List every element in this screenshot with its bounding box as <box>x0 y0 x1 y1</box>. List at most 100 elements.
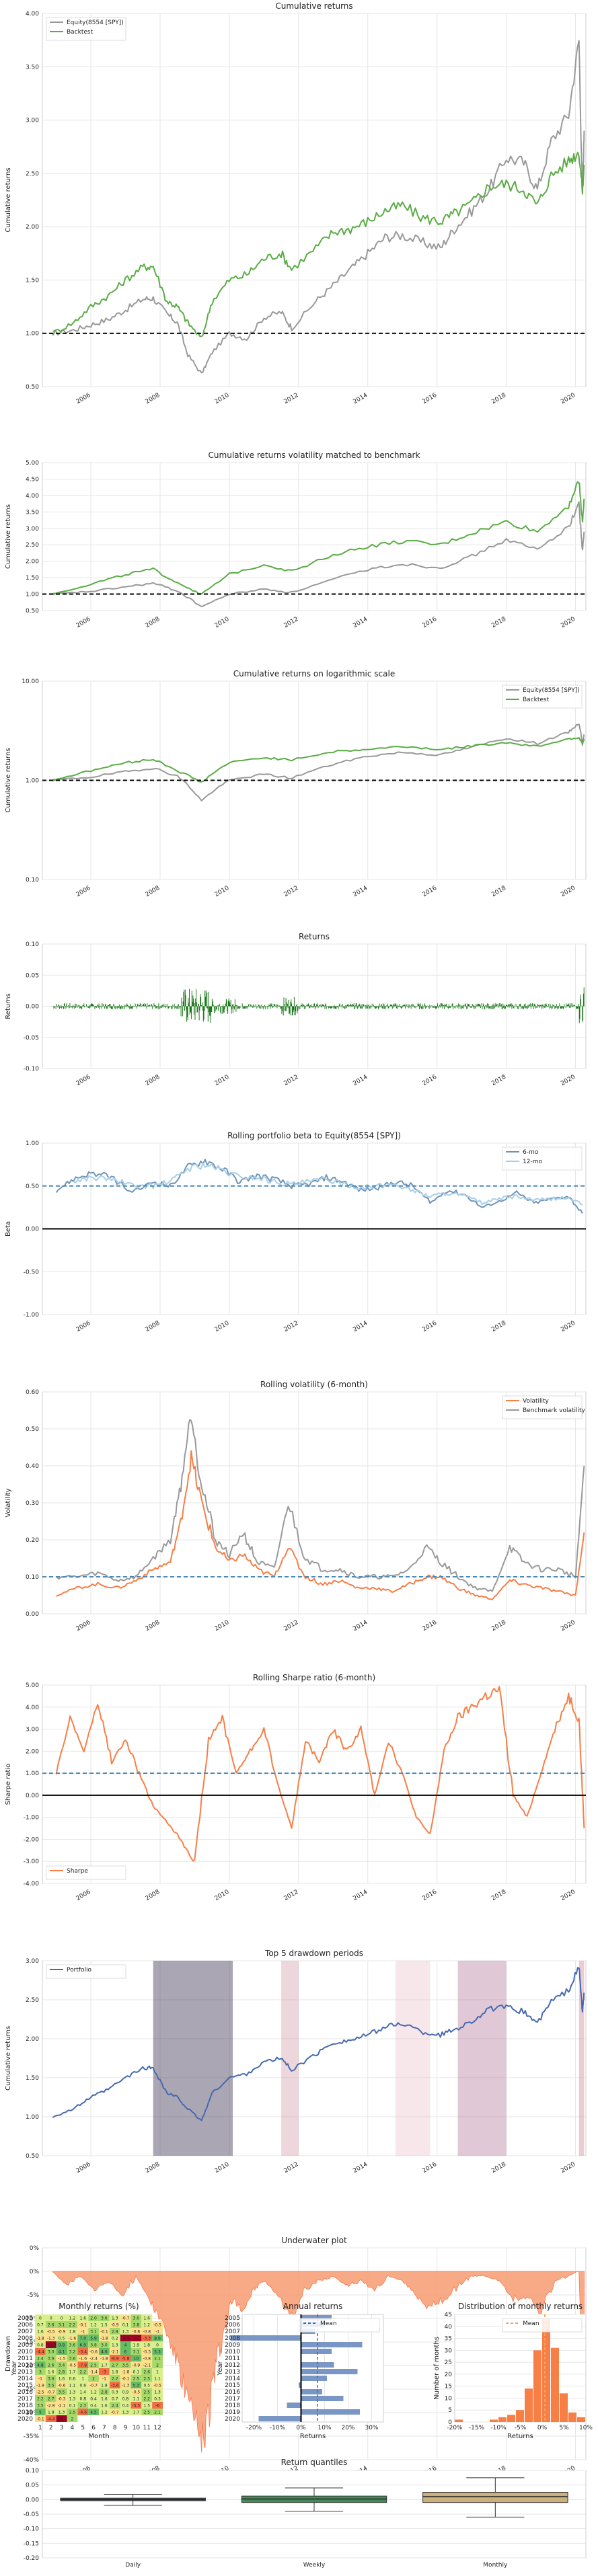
heatmap-cell <box>120 2348 131 2355</box>
y-tick-label: 4.50 <box>26 476 39 483</box>
x-tick-label: 2016 <box>421 885 438 898</box>
heatmap-cell-label: 8.6 <box>154 2337 161 2341</box>
y-axis-label: Volatility <box>5 1488 12 1517</box>
heatmap-cell-label: 3.8 <box>90 2343 97 2348</box>
annual-bar <box>301 2369 358 2374</box>
heatmap-cell <box>67 2314 78 2321</box>
heatmap-cell-label: 1.6 <box>101 2397 108 2402</box>
x-tick-label: 2018 <box>490 1320 507 1333</box>
heatmap-cell <box>141 2348 153 2355</box>
heatmap-cell-label: -1 <box>102 2377 106 2382</box>
year-label: 2019 <box>225 2409 240 2416</box>
heatmap-cell-label: -1.3 <box>122 2384 130 2388</box>
heatmap-cell <box>56 2321 67 2328</box>
x-tick-label: 0% <box>296 2425 306 2431</box>
heatmap-cell <box>67 2335 78 2341</box>
y-tick-label: -10% <box>24 2316 40 2323</box>
year-label: 2011 <box>17 2355 33 2362</box>
series-line-1 <box>55 1419 585 1592</box>
y-axis-label: Sharpe ratio <box>5 1764 12 1805</box>
heatmap-cell <box>152 2388 163 2395</box>
x-tick-label: 2016 <box>421 1320 438 1333</box>
heatmap-cell-label: 3.4 <box>59 2364 65 2368</box>
chart-12: Return quantiles -0.20 -0.15 -0.10 -0.05 0.00… <box>24 2458 587 2569</box>
heatmap-cell-label: -0.8 <box>133 2330 141 2335</box>
heatmap-cell-label: 0.3 <box>154 2397 161 2402</box>
heatmap-cell <box>141 2409 153 2415</box>
x-tick-label: 2016 <box>421 392 438 405</box>
heatmap-cell <box>35 2321 46 2328</box>
y-tick-label: 35 <box>445 2336 452 2343</box>
heatmap-cell-label: 2.2 <box>69 2323 76 2328</box>
heatmap-cell <box>67 2341 78 2348</box>
legend-label: Benchmark volatility <box>523 1407 586 1414</box>
heatmap-cell <box>99 2328 110 2335</box>
heatmap-cell <box>120 2409 131 2415</box>
legend-label: Backtest <box>67 29 94 36</box>
month-label: 1 <box>38 2425 42 2431</box>
histogram-bar <box>490 2419 498 2422</box>
y-tick-label: -15% <box>24 2339 40 2346</box>
heatmap-cell <box>109 2375 120 2382</box>
heatmap-cell-label: -1.4 <box>89 2370 98 2375</box>
heatmap-cell <box>35 2415 46 2422</box>
y-tick-label: -0.05 <box>24 1035 39 1042</box>
returns-trace <box>52 987 585 1023</box>
series-line-1 <box>52 151 585 338</box>
heatmap-cell <box>67 2402 78 2409</box>
x-tick-label: 2012 <box>283 1320 300 1333</box>
year-label: 2012 <box>225 2362 240 2369</box>
heatmap-cell-label: 1.6 <box>143 2316 150 2321</box>
heatmap-cell <box>56 2348 67 2355</box>
month-label: 2 <box>49 2425 53 2431</box>
heatmap-cell-label: 0.4 <box>90 2397 97 2402</box>
y-tick-label: 1.00 <box>26 2114 39 2121</box>
annual-bar <box>287 2403 301 2408</box>
heatmap-cell-label: -3.3 <box>143 2337 151 2341</box>
y-tick-label: 4.00 <box>26 11 39 17</box>
heatmap-cell <box>35 2402 46 2409</box>
heatmap-cell-label: 0.6 <box>79 2384 86 2388</box>
year-label: 2011 <box>225 2355 240 2362</box>
heatmap-cell-label: 5.3 <box>154 2350 161 2355</box>
heatmap-cell <box>152 2382 163 2388</box>
heatmap-cell <box>141 2402 153 2409</box>
heatmap-cell <box>130 2335 142 2341</box>
year-label: 2014 <box>225 2376 240 2382</box>
x-tick-label: 2016 <box>421 1889 438 1902</box>
heatmap-cell <box>56 2409 67 2415</box>
heatmap-cell <box>88 2388 99 2395</box>
heatmap-cell-label: -1.5 <box>58 2357 66 2362</box>
heatmap-cell-label: 1.2 <box>143 2323 150 2328</box>
heatmap-cell-label: 1.7 <box>69 2370 76 2375</box>
x-tick-label: 2014 <box>352 1619 369 1633</box>
y-tick-label: 4.00 <box>26 493 39 500</box>
y-tick-label: 30 <box>445 2347 453 2354</box>
month-label: 9 <box>124 2425 128 2431</box>
heatmap-cell-label: 0 <box>50 2316 52 2321</box>
heatmap-cell-label: -1.8 <box>100 2357 108 2362</box>
heatmap-cell <box>45 2328 57 2335</box>
y-tick-label: -0.50 <box>24 1269 40 1276</box>
heatmap-cell-label: -0.6 <box>58 2384 66 2388</box>
x-tick-label: 2006 <box>75 1320 92 1333</box>
heatmap-cell <box>77 2368 89 2375</box>
heatmap-cell-label: 3.6 <box>48 2357 54 2362</box>
heatmap-cell-label: -16.7 <box>57 2417 67 2422</box>
heatmap-cell-label: 1.3 <box>112 2343 118 2348</box>
heatmap-cell <box>141 2375 153 2382</box>
heatmap-cell <box>35 2368 46 2375</box>
chart-title: Cumulative returns on logarithmic scale <box>233 669 395 678</box>
heatmap-cell <box>35 2388 46 2395</box>
heatmap-cell <box>35 2382 46 2388</box>
heatmap-cell-label: 2.2 <box>143 2397 150 2402</box>
heatmap-cell-label: 1.1 <box>133 2397 140 2402</box>
x-tick-label: 2008 <box>145 392 161 405</box>
heatmap-cell-label: -2.1 <box>111 2350 119 2355</box>
chart-title: Cumulative returns <box>275 1 352 11</box>
heatmap-cell-label: 0.2 <box>112 2337 118 2341</box>
chart-title: Cumulative returns volatility matched to… <box>209 451 420 460</box>
heatmap-cell-label: 2.0 <box>90 2316 97 2321</box>
y-tick-label: -0.10 <box>24 1066 40 1072</box>
heatmap-cell-label: 4.8 <box>37 2364 44 2368</box>
